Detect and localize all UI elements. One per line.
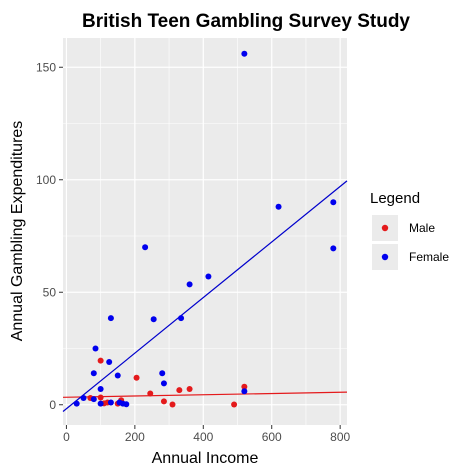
legend-title: Legend — [370, 190, 420, 207]
x-axis-ticks: 0 200 400 600 800 — [63, 425, 350, 444]
data-point-male — [97, 357, 104, 364]
y-tick-label: 100 — [36, 173, 56, 187]
plot-panel — [63, 38, 347, 425]
y-tick-label: 0 — [49, 398, 56, 412]
legend-label-female: Female — [409, 250, 449, 264]
data-point-male — [160, 398, 167, 405]
data-point-female — [123, 401, 130, 408]
data-point-female — [241, 50, 248, 57]
data-point-male — [176, 387, 183, 394]
data-point-female — [159, 370, 166, 377]
data-point-male — [133, 374, 140, 381]
x-tick-label: 800 — [330, 430, 350, 444]
x-tick-label: 200 — [125, 430, 145, 444]
data-point-female — [330, 245, 337, 252]
data-point-female — [160, 380, 167, 387]
data-point-female — [92, 345, 99, 352]
fit-line-male — [62, 391, 348, 398]
data-point-female — [205, 273, 212, 280]
data-point-male — [147, 390, 154, 397]
fit-lines — [62, 180, 348, 412]
y-axis-ticks: 0 50 100 150 — [36, 60, 63, 412]
data-point-female — [90, 396, 97, 403]
y-tick-label: 50 — [43, 285, 57, 299]
grid-major-lines — [63, 38, 347, 425]
x-tick-label: 400 — [193, 430, 213, 444]
data-point-female — [114, 372, 121, 379]
y-tick-label: 150 — [36, 60, 56, 74]
y-axis-title: Annual Gambling Expenditures — [9, 121, 26, 342]
data-point-female — [97, 386, 104, 392]
data-point-female — [330, 199, 337, 206]
x-tick-label: 600 — [262, 430, 282, 444]
data-point-female — [97, 400, 104, 407]
data-point-female — [178, 315, 185, 322]
data-points — [73, 50, 337, 408]
data-point-female — [107, 315, 114, 322]
data-point-female — [142, 244, 149, 251]
legend: Legend Male Female — [370, 190, 449, 270]
legend-marker-male — [381, 224, 389, 232]
data-point-female — [241, 388, 248, 395]
chart-title: British Teen Gambling Survey Study — [82, 11, 410, 32]
x-tick-label: 0 — [63, 430, 70, 444]
data-point-male — [97, 394, 104, 401]
data-point-female — [90, 370, 97, 377]
legend-label-male: Male — [409, 221, 435, 235]
data-point-female — [107, 399, 114, 406]
x-axis-title: Annual Income — [152, 450, 259, 467]
legend-marker-female — [381, 253, 389, 261]
data-point-female — [106, 359, 113, 365]
data-point-male — [241, 383, 248, 390]
data-point-female — [73, 400, 80, 407]
data-point-female — [80, 395, 87, 401]
data-point-female — [186, 281, 193, 288]
data-point-male — [231, 401, 238, 408]
data-point-female — [275, 203, 282, 210]
data-point-female — [150, 316, 157, 323]
data-point-male — [169, 401, 176, 408]
data-point-male — [186, 386, 193, 392]
fit-line-female — [62, 180, 348, 412]
